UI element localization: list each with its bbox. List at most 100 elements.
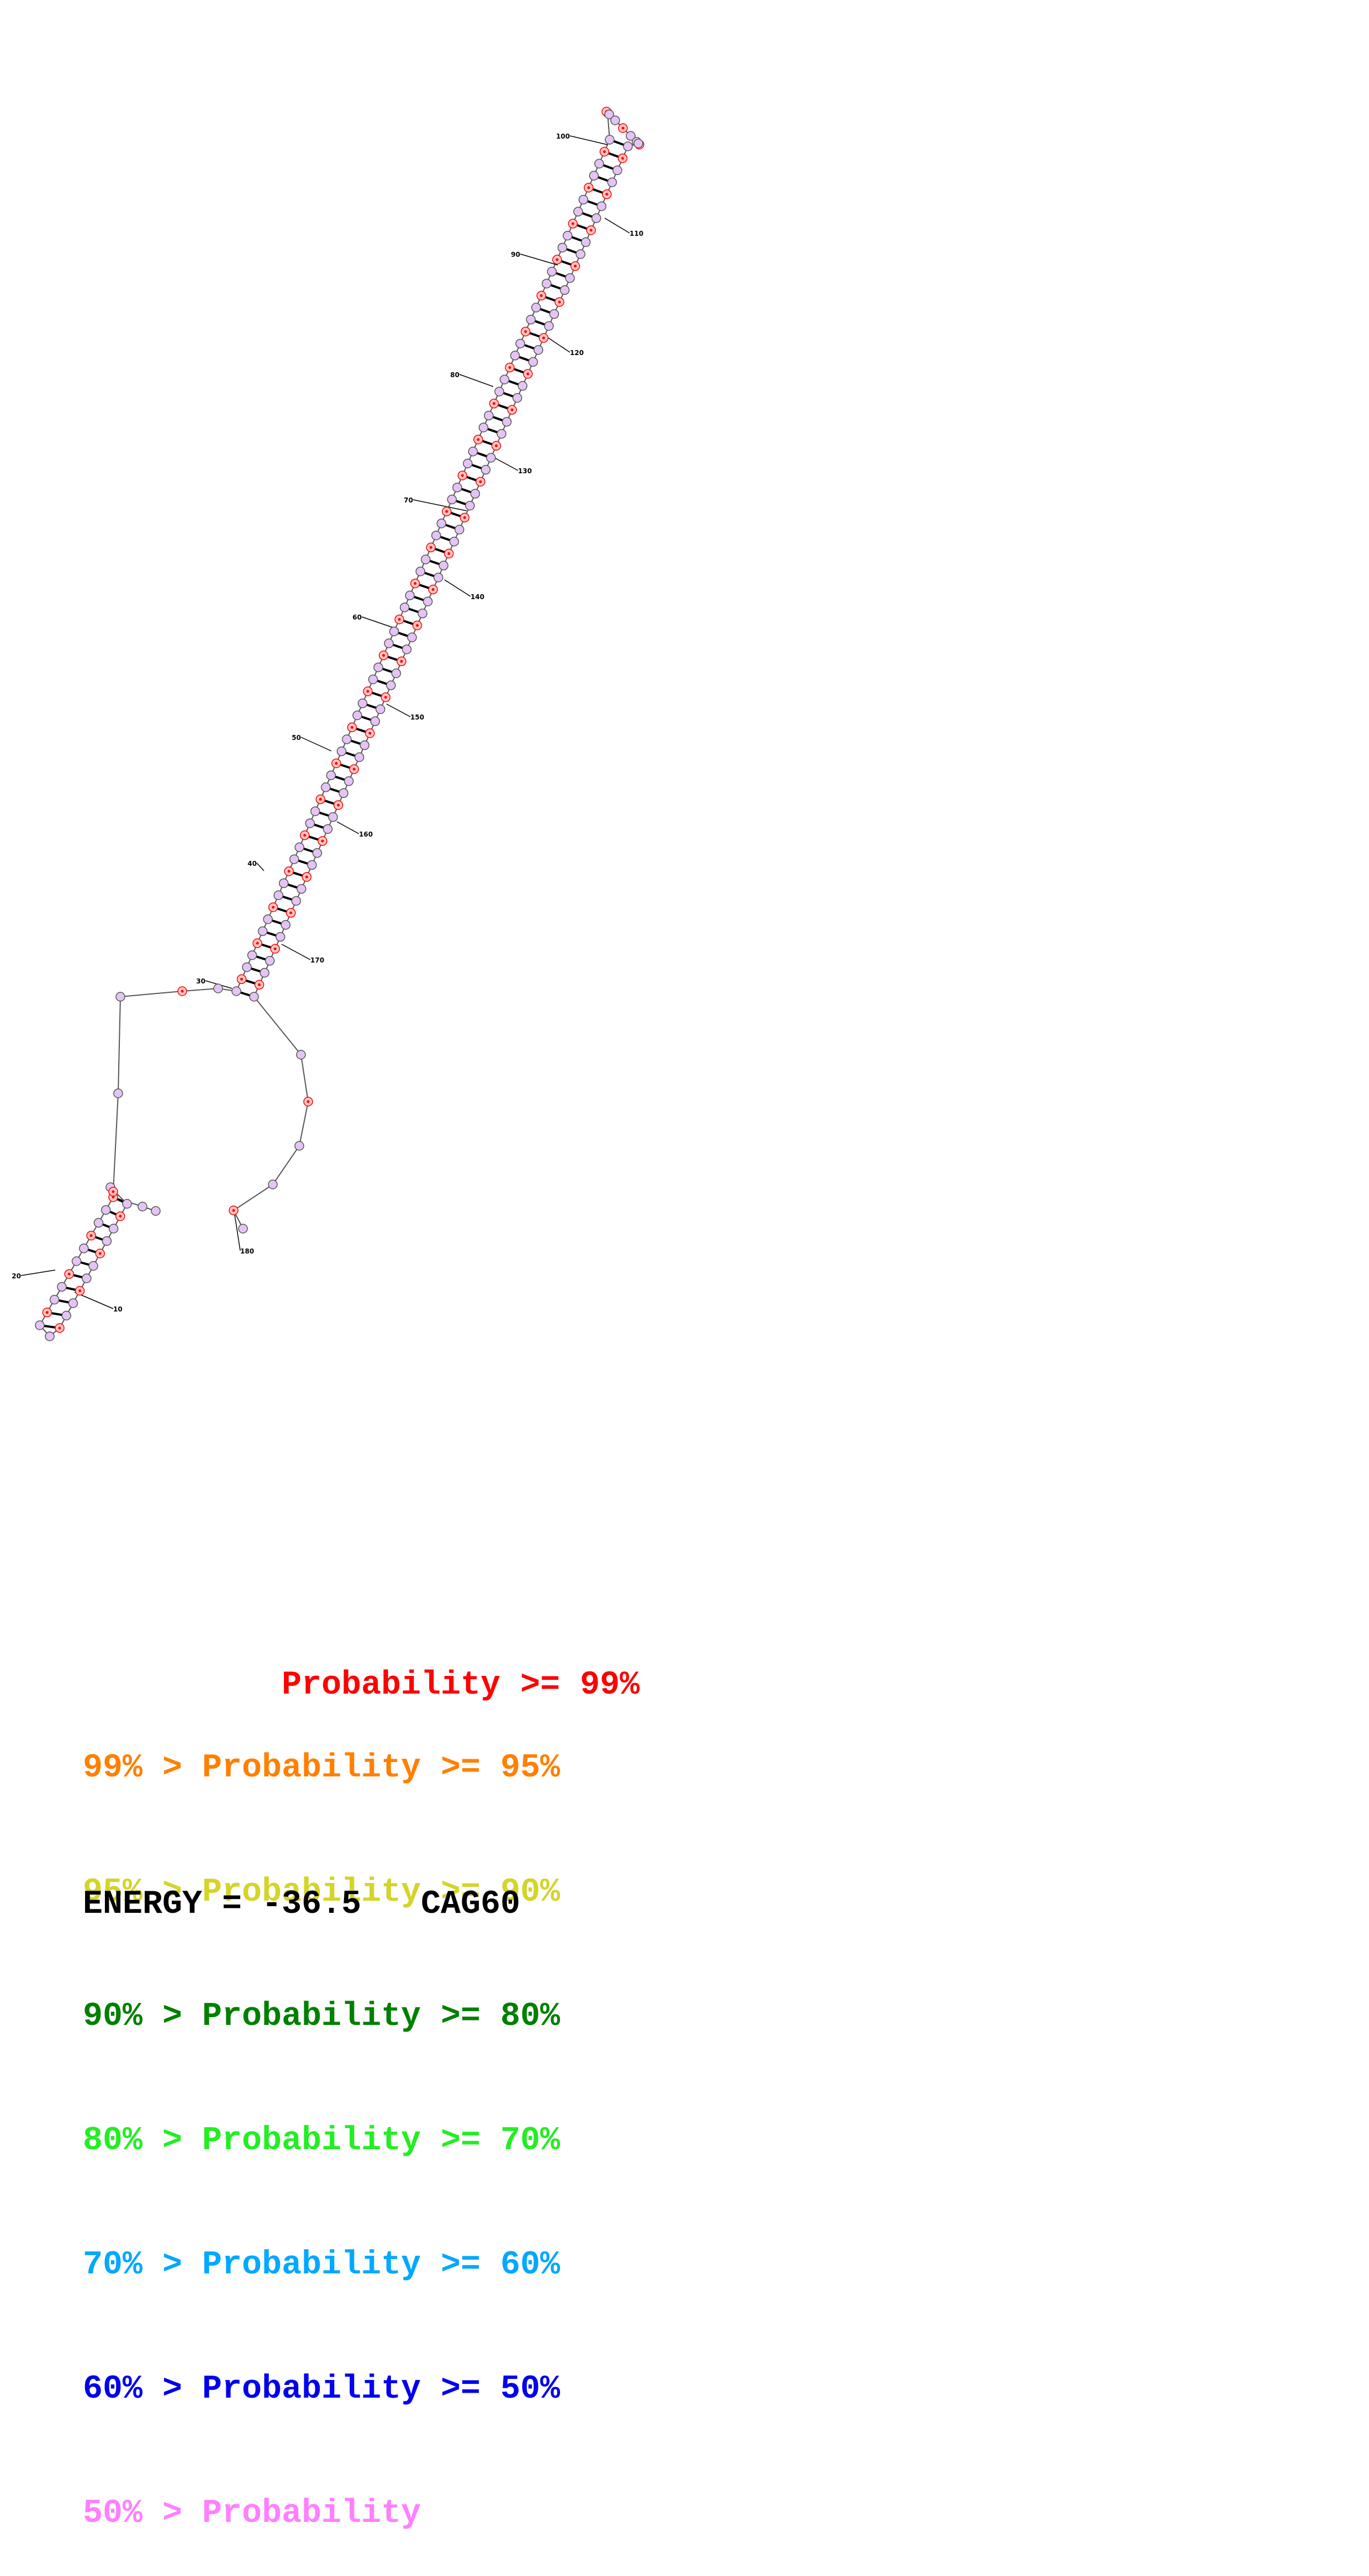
nucleotide-base — [438, 560, 449, 570]
base-marker — [272, 906, 275, 909]
position-label: 60 — [352, 613, 362, 621]
legend-row-prefix: 99% > — [83, 1749, 203, 1787]
nucleotide-base — [238, 1224, 248, 1234]
nucleotide-base — [486, 453, 496, 463]
base-marker — [526, 372, 530, 375]
position-label: 120 — [570, 349, 584, 357]
legend-row-0: Probability >= 99% — [83, 1623, 639, 1704]
label-tick — [336, 821, 360, 834]
nucleotide-base — [470, 489, 480, 499]
base-marker — [258, 983, 261, 986]
base-marker — [240, 977, 244, 981]
nucleotide-base — [296, 1050, 306, 1060]
nucleotide-base — [575, 249, 585, 259]
nucleotide-base — [468, 446, 478, 457]
nucleotide-base — [559, 285, 570, 295]
nucleotide-base — [563, 230, 573, 241]
legend-row-suffix: >= 50% — [441, 2371, 561, 2408]
nucleotide-base — [231, 986, 241, 996]
energy-label: ENERGY = — [83, 1886, 262, 1923]
position-labels: 10 20 30 40 50 60 70 80 90 100 110 120 130 140 150 160 1… — [12, 133, 643, 1313]
nucleotide-base — [260, 967, 269, 978]
nucleotide-base — [101, 1205, 111, 1215]
legend-row-label: Probability — [202, 2246, 421, 2284]
base-marker — [319, 798, 322, 801]
base-marker — [558, 300, 561, 304]
label-tick — [520, 253, 558, 266]
nucleotide-base — [422, 596, 433, 606]
legend-row-label: Probability — [282, 1667, 501, 1704]
legend-row-suffix: >= 70% — [441, 2122, 561, 2160]
base-marker — [589, 229, 593, 232]
nucleotide-base — [531, 303, 541, 313]
nucleotide-base — [528, 357, 538, 367]
nucleotide-base — [376, 704, 385, 715]
base-marker — [78, 1289, 82, 1292]
nucleotide-base — [391, 668, 401, 679]
base-marker — [398, 618, 401, 621]
nucleotide-base — [213, 983, 223, 993]
nucleotide-base — [549, 309, 559, 319]
base-marker — [416, 624, 419, 627]
base-marker — [510, 408, 514, 411]
legend-row-label: Probability — [202, 1874, 421, 1911]
nucleotide-base — [151, 1206, 161, 1216]
nucleotide-base — [494, 387, 504, 396]
nucleotide-base — [526, 315, 536, 325]
nucleotide-base — [399, 602, 410, 612]
nucleotide-base — [61, 1310, 71, 1321]
position-label: 100 — [556, 133, 570, 140]
nucleotide-base — [544, 321, 554, 331]
nucleotide-base — [263, 914, 273, 924]
nucleotide-base — [623, 141, 633, 151]
label-tick — [604, 218, 630, 234]
backbone-segment — [120, 991, 183, 997]
nucleotide-base — [305, 818, 315, 828]
nucleotide-base — [357, 699, 368, 708]
position-label: 80 — [450, 371, 459, 379]
base-pair-lines — [39, 139, 628, 1329]
legend-row-prefix: 60% > — [83, 2371, 203, 2408]
nucleotide-base — [35, 1320, 45, 1330]
nucleotide-base — [373, 662, 383, 673]
nucleotide-base — [82, 1273, 92, 1283]
rna-secondary-structure-diagram: 10 20 30 40 50 60 70 80 90 100 110 120 130 140 150 160 1… — [12, 107, 644, 1341]
nucleotide-base — [421, 554, 431, 564]
base-marker — [556, 258, 559, 261]
nucleotide-base — [249, 992, 259, 1002]
label-tick — [234, 1214, 241, 1251]
base-marker — [305, 875, 308, 879]
base-marker — [461, 474, 464, 477]
backbone-segment — [253, 996, 302, 1055]
nucleotide-base — [510, 351, 520, 361]
position-label: 50 — [292, 734, 301, 742]
nucleotide-base — [275, 932, 286, 942]
base-marker — [335, 761, 338, 765]
legend-row-suffix: >= 90% — [441, 1874, 561, 1911]
legend-row-1: 99% > Probability >= 95% — [83, 1748, 639, 1789]
base-marker — [602, 150, 606, 154]
nucleotide-base — [591, 213, 601, 223]
nucleotide-base — [610, 115, 620, 125]
nucleotide-base — [389, 626, 399, 637]
nucleotide-base — [289, 854, 299, 864]
nucleotide-base — [384, 638, 394, 648]
legend-row-label: Probability — [202, 2495, 421, 2532]
nucleotide-base — [436, 519, 447, 528]
nucleotide-base — [102, 1236, 112, 1246]
legend-row-7: 50% > Probability — [83, 2493, 639, 2535]
nucleotide-base — [354, 752, 364, 762]
label-tick — [459, 374, 494, 387]
nucleotide-base — [415, 567, 425, 576]
base-marker — [89, 1234, 93, 1237]
nucleotide-base — [242, 962, 252, 972]
nucleotide-base — [499, 374, 510, 385]
nucleotide-base — [49, 1294, 60, 1305]
position-label: 180 — [240, 1247, 254, 1255]
nucleotide-base — [108, 1224, 119, 1234]
nucleotide-base — [612, 165, 622, 176]
nucleotide-base — [291, 896, 302, 906]
nucleotide-base — [312, 848, 323, 858]
nucleotide-base — [594, 158, 604, 169]
nucleotide-base — [607, 177, 617, 187]
